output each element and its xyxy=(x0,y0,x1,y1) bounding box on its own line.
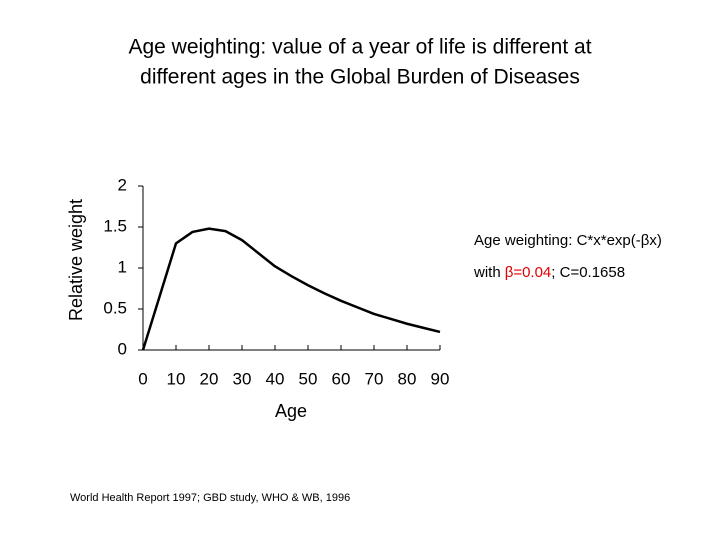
note-highlight: β=0.04 xyxy=(505,264,552,281)
x-tick-label: 10 xyxy=(167,369,186,388)
y-axis-label: Relative weight xyxy=(66,199,86,321)
y-tick-label: 0.5 xyxy=(103,298,127,317)
note-part: with xyxy=(473,264,501,281)
x-tick-label: 0 xyxy=(138,369,147,388)
x-tick-label: 80 xyxy=(398,369,417,388)
x-tick-label: 90 xyxy=(431,369,450,388)
x-tick-label: 70 xyxy=(365,369,384,388)
y-tick-label: 2 xyxy=(118,175,127,194)
x-axis-label: Age xyxy=(275,401,307,421)
note-line: with β=0.04; C=0.1658 xyxy=(473,264,625,281)
x-tick-label: 60 xyxy=(332,369,351,388)
x-tick-label: 20 xyxy=(200,369,219,388)
title-line: Age weighting: value of a year of life i… xyxy=(128,36,591,59)
x-tick-label: 40 xyxy=(266,369,285,388)
note-line: Age weighting: C*x*exp(-βx) xyxy=(474,232,662,249)
note-part: ; C=0.1658 xyxy=(551,264,625,281)
x-tick-label: 50 xyxy=(299,369,318,388)
y-tick-label: 0 xyxy=(118,339,127,358)
data-line xyxy=(141,227,441,351)
y-tick-label: 1 xyxy=(118,257,127,276)
source: World Health Report 1997; GBD study, WHO… xyxy=(70,492,350,504)
y-tick-label: 1.5 xyxy=(103,216,127,235)
title-line: different ages in the Global Burden of D… xyxy=(140,66,580,89)
x-tick-label: 30 xyxy=(233,369,252,388)
